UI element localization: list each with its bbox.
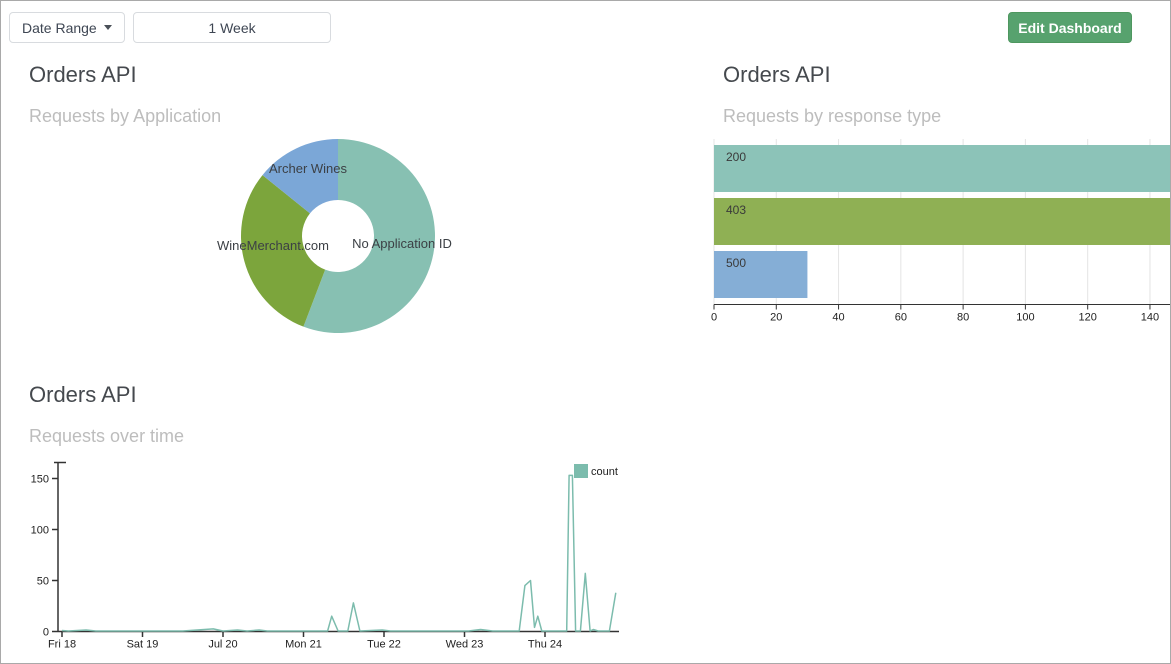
line-y-tick-label-0: 0 — [43, 627, 49, 639]
line-y-tick-label-100: 100 — [31, 525, 49, 537]
line-x-tick-label-wed-23: Wed 23 — [446, 639, 484, 651]
line-panel-subtitle: Requests over time — [29, 426, 185, 446]
donut-label-archer-wines: Archer Wines — [269, 161, 348, 176]
requests-by-response-type-bar-chart: 200 403 500 0 20 40 60 80 100 120 140 — [711, 139, 1171, 324]
bar-200[interactable] — [714, 145, 1171, 192]
donut-segment-no-application-id[interactable] — [303, 139, 435, 333]
line-y-tick-label-50: 50 — [37, 576, 49, 588]
bar-x-tick-label-80: 80 — [957, 312, 969, 324]
bar-x-tick-label-20: 20 — [770, 312, 782, 324]
date-range-select-label: Date Range — [22, 19, 97, 36]
legend-swatch-count — [574, 464, 588, 478]
bar-500[interactable] — [714, 251, 808, 298]
bar-label-403: 403 — [726, 203, 746, 217]
chevron-down-icon — [104, 25, 112, 30]
line-panel-title: Orders API — [29, 382, 137, 407]
bar-403[interactable] — [714, 198, 1171, 245]
donut-segment-archer-wines[interactable] — [262, 139, 338, 214]
bar-panel-subtitle: Requests by response type — [723, 106, 942, 126]
bar-x-tick-label-60: 60 — [895, 312, 907, 324]
line-x-tick-label-jul-20: Jul 20 — [208, 639, 237, 651]
bar-x-tick-label-0: 0 — [711, 312, 717, 324]
donut-label-winemerchant-com: WineMerchant.com — [217, 238, 329, 253]
date-range-select[interactable]: Date Range — [9, 12, 125, 43]
line-x-tick-label-tue-22: Tue 22 — [367, 639, 401, 651]
line-x-tick-label-mon-21: Mon 21 — [285, 639, 322, 651]
donut-label-no-application-id: No Application ID — [352, 236, 452, 251]
bar-x-tick-label-120: 120 — [1079, 312, 1097, 324]
donut-segment-winemerchant-com[interactable] — [241, 175, 326, 327]
legend-label-count: count — [591, 466, 618, 478]
requests-by-application-donut-chart: No Application ID WineMerchant.com Archer … — [217, 139, 452, 333]
series-line-count[interactable] — [61, 474, 617, 632]
line-x-tick-label-thu-24: Thu 24 — [528, 639, 562, 651]
requests-over-time-line-chart: 0 50 100 150 Fri 18 Sat 19 Jul 20 Mon 21 Tue 22 W… — [31, 461, 619, 651]
bar-label-200: 200 — [726, 150, 746, 164]
bar-x-tick-label-140: 140 — [1141, 312, 1159, 324]
edit-dashboard-button[interactable]: Edit Dashboard — [1008, 12, 1132, 43]
date-range-value-button[interactable]: 1 Week — [133, 12, 331, 43]
line-x-tick-label-fri-18: Fri 18 — [48, 639, 76, 651]
bar-panel-title: Orders API — [723, 62, 831, 87]
line-y-tick-label-150: 150 — [31, 474, 49, 486]
bar-label-500: 500 — [726, 256, 746, 270]
line-x-tick-label-sat-19: Sat 19 — [127, 639, 159, 651]
bar-x-tick-label-100: 100 — [1016, 312, 1034, 324]
bar-x-tick-label-40: 40 — [832, 312, 844, 324]
donut-panel-subtitle: Requests by Application — [29, 106, 222, 126]
donut-panel-title: Orders API — [29, 62, 137, 87]
